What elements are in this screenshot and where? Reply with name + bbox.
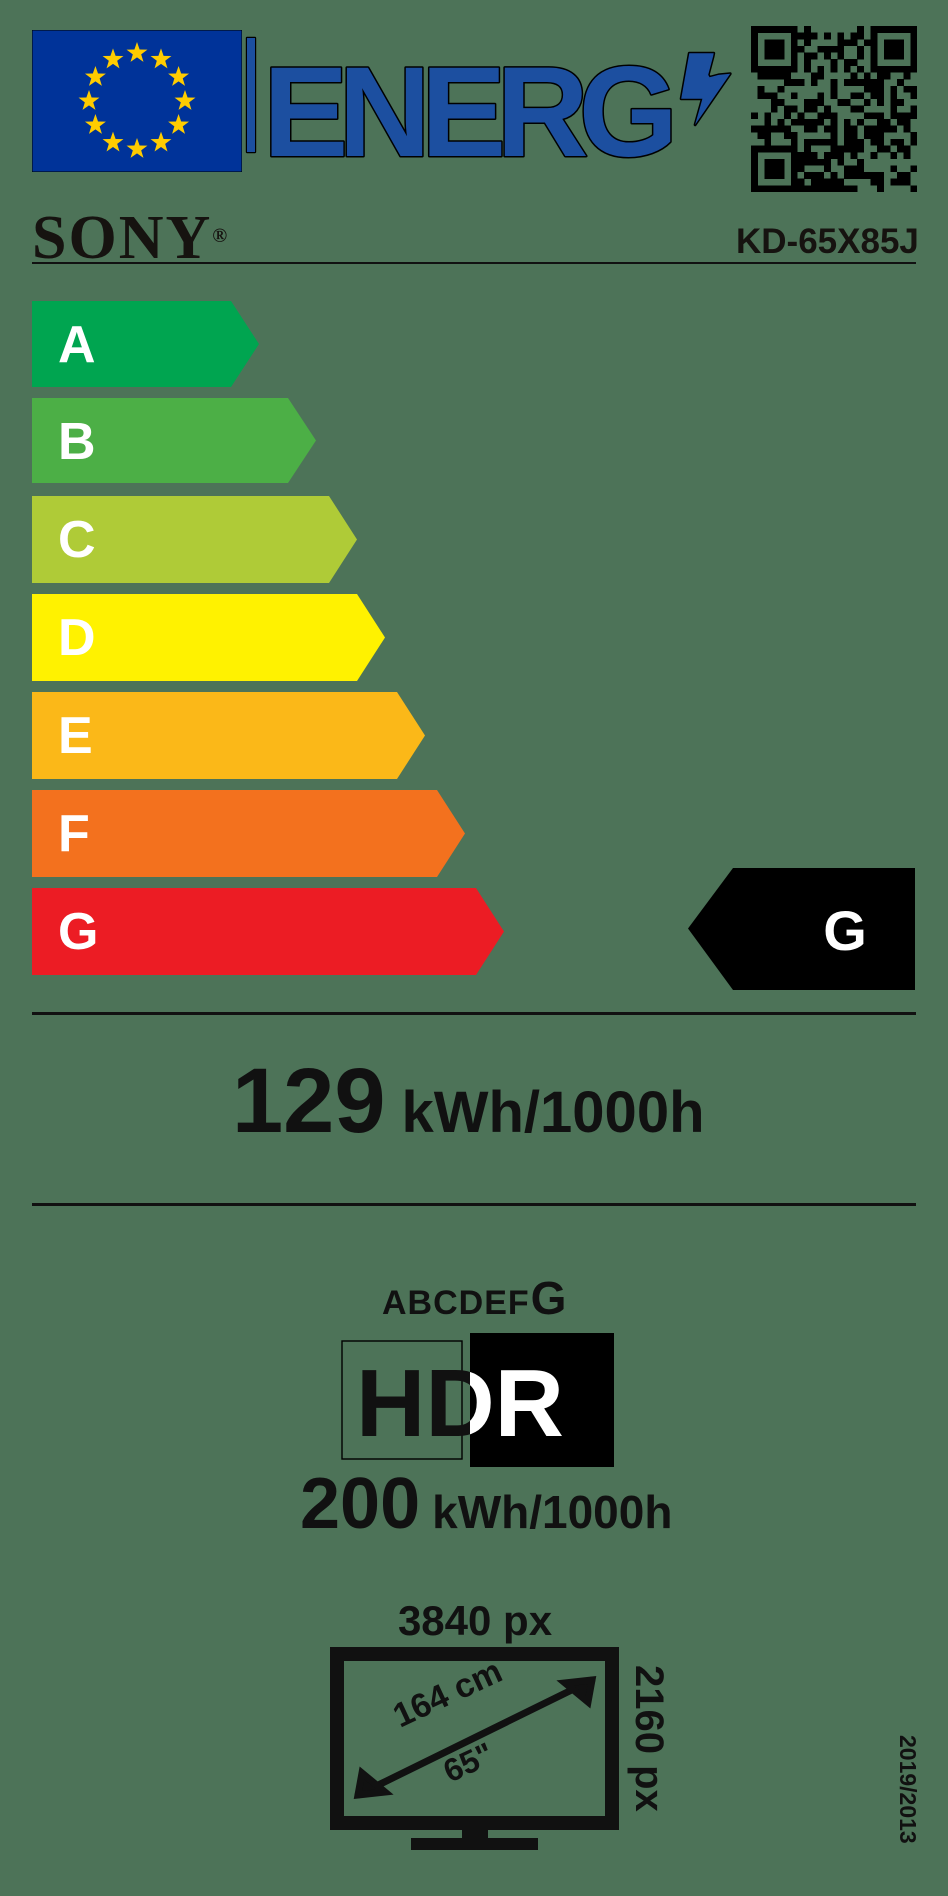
svg-text:65": 65": [438, 1735, 499, 1789]
svg-text:164 cm: 164 cm: [387, 1652, 508, 1735]
svg-text:3840 px: 3840 px: [398, 1597, 553, 1644]
svg-text:2160 px: 2160 px: [627, 1665, 671, 1812]
svg-text:2019/2013: 2019/2013: [895, 1735, 921, 1844]
